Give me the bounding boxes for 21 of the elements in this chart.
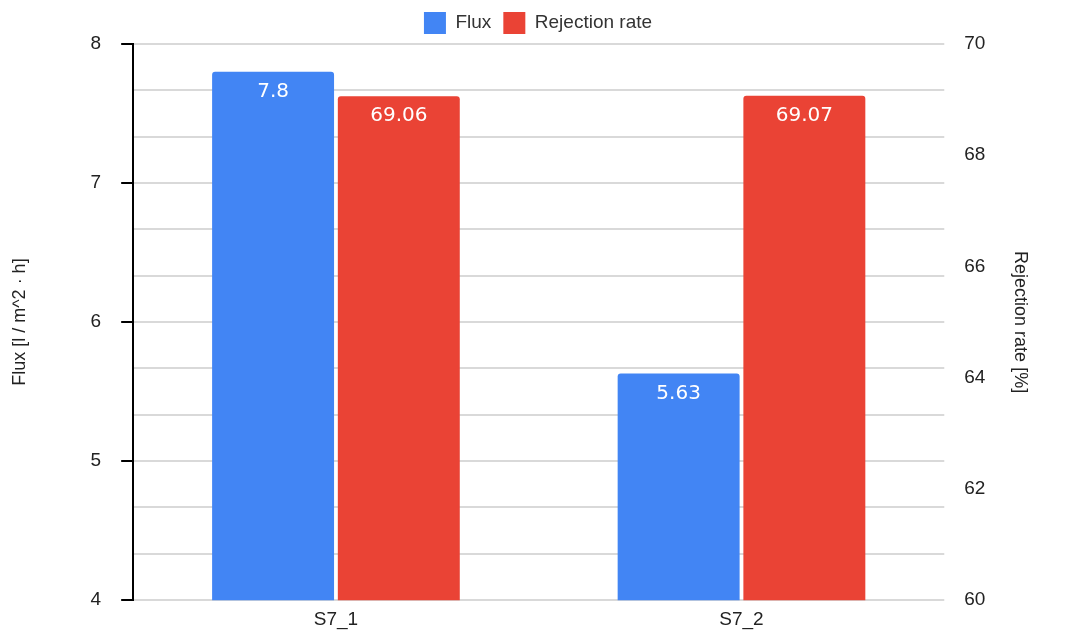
- data-label: 7.8: [257, 78, 289, 103]
- y2-tick-label: 64: [964, 365, 986, 387]
- y-tick-label: 5: [90, 449, 102, 471]
- x-tick-label: S7_1: [313, 607, 359, 630]
- y2-tick-label: 68: [964, 143, 986, 165]
- data-label: 5.63: [656, 379, 701, 404]
- y-axis-title: Flux [l / m^2 · h]: [8, 258, 29, 386]
- y2-tick-label: 60: [964, 588, 986, 610]
- legend-label: Flux: [455, 11, 492, 33]
- data-label: 69.06: [370, 102, 428, 127]
- x-tick-label: S7_2: [719, 607, 764, 630]
- y-tick-label: 6: [90, 310, 102, 332]
- y-tick-label: 8: [90, 32, 102, 54]
- legend-label: Rejection rate: [534, 11, 653, 33]
- data-label: 69.07: [775, 101, 833, 126]
- y2-tick-label: 70: [964, 32, 986, 54]
- y2-tick-label: 62: [964, 477, 986, 499]
- y-tick-label: 4: [90, 588, 102, 610]
- y-tick-label: 7: [90, 171, 102, 193]
- y2-tick-label: 66: [964, 254, 986, 276]
- y2-axis-title: Rejection rate [%]: [1011, 251, 1032, 394]
